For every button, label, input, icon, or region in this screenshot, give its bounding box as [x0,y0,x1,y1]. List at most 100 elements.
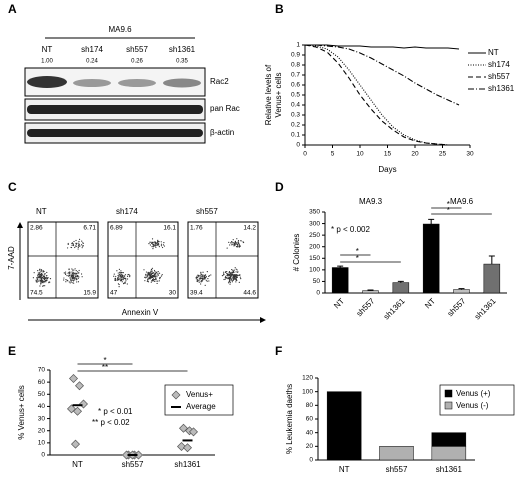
flow-dot [225,275,227,277]
flow-dot [118,276,120,278]
flow-dot [76,276,79,278]
flow-dot [202,277,204,280]
flow-dot [200,275,202,278]
flow-dot [157,243,159,245]
flow-dot [151,238,154,240]
flow-dot [234,267,236,269]
flow-dot [152,246,155,248]
band [27,76,67,88]
flow-dot [240,278,242,280]
flow-dot [156,271,158,273]
flow-dot [45,281,47,283]
flow-dot [232,242,234,244]
bar [362,290,379,294]
series-line [304,44,459,146]
flow-dot [235,276,237,278]
flow-dot [121,272,123,274]
flow-dot [199,278,201,280]
flow-dot [117,275,119,277]
flow-dot [37,269,39,272]
flow-dot [197,274,199,276]
flow-dot [63,277,65,279]
flow-dot [81,240,83,242]
flow-dot [78,240,80,243]
x-tick-label: sh1361 [174,460,201,469]
bar [331,267,349,294]
flow-dot [44,273,46,275]
flow-dot [144,277,147,279]
flow-dot [153,278,156,281]
flow-dot [229,275,232,277]
flow-dot [79,245,81,247]
flow-dot [198,276,200,278]
quadrant-value: 15.9 [83,290,96,297]
flow-dot [229,276,231,278]
flow-dot [237,244,239,246]
flow-dot [118,286,120,288]
flow-dot [123,275,125,277]
group-label: MA9.6 [450,197,474,206]
panel-label: F [275,344,282,358]
flow-dot [35,279,37,281]
flow-dot [155,278,157,280]
flow-dot [124,282,126,284]
flow-dot [235,243,237,245]
flow-dot [236,274,239,276]
flow-dot [40,275,42,277]
flow-dot [150,277,152,279]
flow-dot [153,280,156,282]
flow-dot [160,243,163,245]
flow-dot [230,278,233,280]
flow-dot [38,276,40,279]
flow-dot [33,272,35,274]
y-tick-label: 40 [38,403,46,410]
quadrant-value: 1.76 [190,225,203,232]
flow-dot [63,272,65,274]
y-tick-label: 0.4 [291,102,300,109]
flow-dot [74,245,77,247]
flow-dot [67,242,69,245]
flow-dot [232,269,234,271]
flow-dot [235,271,237,273]
flow-dot [38,274,41,276]
flow-dot [233,245,235,247]
y-tick-label: 350 [309,209,320,216]
flow-dot [117,272,119,274]
flow-dot [204,274,207,276]
flow-dot [78,276,80,278]
point [134,450,143,460]
flow-dot [69,282,71,284]
flow-dot [73,240,75,243]
flow-dot [157,273,159,275]
flow-dot [208,280,210,282]
flow-dot [43,275,45,277]
y-tick-label: 0 [309,457,313,464]
flow-dot [231,241,233,243]
y-tick-label: 20 [38,427,46,434]
x-tick-label: 20 [411,151,419,158]
flow-dot [117,277,119,279]
flow-dot [232,239,234,241]
x-tick-label: NT [339,465,350,474]
x-tick-label: sh557 [386,465,408,474]
flow-title: NT [36,207,47,216]
flow-dot [227,282,230,284]
flow-dot [75,243,78,245]
flow-dot [232,278,234,280]
arrowhead [17,222,23,228]
y-tick-label: 10 [38,440,46,447]
flow-dot [154,271,156,273]
flow-dot [201,275,204,277]
flow-dot [195,278,197,280]
y-axis-label: % Venus+ cells [17,385,26,439]
flow-dot [72,244,75,247]
flow-dot [154,274,156,276]
flow-dot [235,274,237,276]
y-tick-label: 0 [41,452,45,459]
flow-dot [149,244,152,246]
flow-frame [107,221,179,299]
y-tick-label: 0.5 [291,92,300,99]
flow-dot [228,273,230,275]
y-axis-label: # Colonies [292,234,301,272]
